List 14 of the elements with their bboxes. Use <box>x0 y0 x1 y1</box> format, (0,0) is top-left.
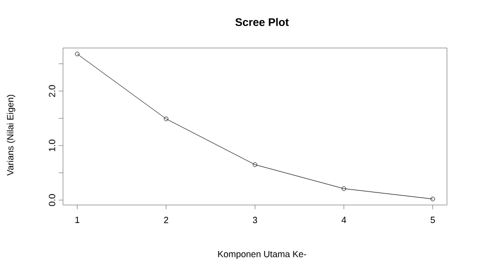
y-tick-label: 2.0 <box>48 85 56 97</box>
x-tick-label: 2 <box>164 216 168 224</box>
x-tick-label: 5 <box>430 216 435 224</box>
x-tick-label: 1 <box>75 216 80 223</box>
y-axis-title: Varians (Nilai Eigen) <box>6 94 16 176</box>
x-tick-label: 3 <box>252 216 258 224</box>
y-tick-label: 1.0 <box>48 140 56 152</box>
x-axis-title: Komponen Utama Ke- <box>218 250 306 260</box>
point <box>252 162 258 167</box>
point <box>342 186 346 191</box>
x-tick-label: 4 <box>342 216 346 223</box>
y-tick-label: 0.0 <box>48 194 56 206</box>
point <box>164 116 168 122</box>
chart-title: Scree Plot <box>235 18 289 26</box>
